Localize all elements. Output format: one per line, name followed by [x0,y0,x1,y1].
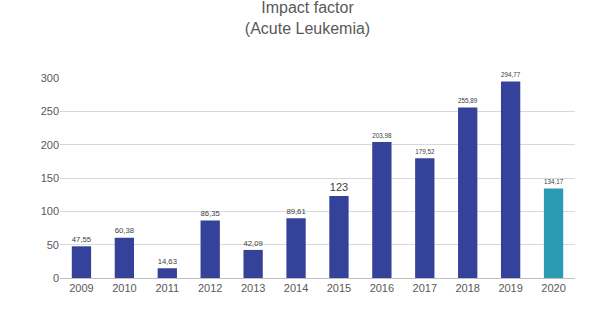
svg-text:2012: 2012 [198,282,222,294]
svg-text:179,52: 179,52 [415,148,435,155]
svg-text:89,61: 89,61 [286,207,305,216]
svg-text:14,63: 14,63 [158,257,177,266]
svg-text:Impact factor(Acute Leukemia): Impact factor(Acute Leukemia) [245,0,370,37]
svg-text:2013: 2013 [241,282,265,294]
svg-text:134,17: 134,17 [544,178,564,185]
svg-text:2017: 2017 [413,282,437,294]
svg-text:0: 0 [53,272,59,284]
svg-text:123: 123 [330,181,348,193]
svg-text:50: 50 [47,239,59,251]
svg-text:250: 250 [41,105,59,117]
svg-text:2011: 2011 [155,282,179,294]
svg-text:300: 300 [41,72,59,84]
svg-text:2015: 2015 [327,282,351,294]
svg-text:200: 200 [41,139,59,151]
svg-text:294,77: 294,77 [501,71,521,78]
svg-text:47,55: 47,55 [72,235,91,244]
svg-text:60,38: 60,38 [115,226,134,235]
svg-text:86,35: 86,35 [201,209,220,218]
svg-text:2019: 2019 [498,282,522,294]
svg-text:150: 150 [41,172,59,184]
svg-text:100: 100 [41,205,59,217]
svg-text:255,89: 255,89 [458,97,478,104]
svg-text:2020: 2020 [541,282,565,294]
svg-text:2009: 2009 [69,282,93,294]
svg-text:2010: 2010 [112,282,136,294]
svg-text:2018: 2018 [455,282,479,294]
svg-text:2014: 2014 [284,282,308,294]
svg-text:2016: 2016 [370,282,394,294]
svg-text:42,09: 42,09 [243,239,262,248]
svg-text:203,98: 203,98 [372,132,392,139]
